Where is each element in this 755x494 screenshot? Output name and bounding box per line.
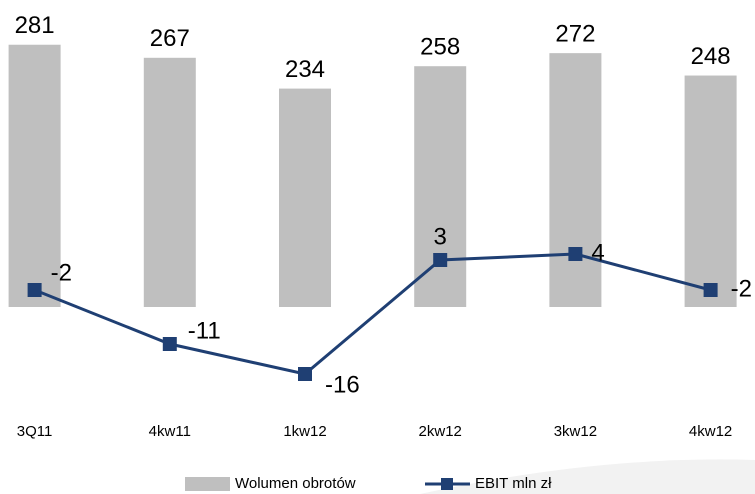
data-label: 248 <box>691 43 731 70</box>
bar <box>8 44 61 307</box>
marker <box>703 283 718 297</box>
x-tick-label: 4kw11 <box>149 423 191 440</box>
x-tick-label: 3Q11 <box>17 423 53 440</box>
marker <box>27 283 42 297</box>
data-label: 3 <box>434 223 447 250</box>
legend-label: Wolumen obrotów <box>235 475 356 492</box>
bar <box>143 57 196 307</box>
bar <box>279 88 331 307</box>
bar <box>684 75 737 308</box>
marker <box>162 337 177 351</box>
legend-swatch <box>441 478 453 490</box>
legend-label: EBIT mln zł <box>475 475 552 492</box>
marker <box>298 367 312 381</box>
data-label: 258 <box>420 34 460 61</box>
data-label: -16 <box>325 371 360 398</box>
x-tick-label: 3kw12 <box>554 423 597 440</box>
data-label: -2 <box>731 275 752 302</box>
data-label: 272 <box>555 20 595 47</box>
bar <box>549 53 602 308</box>
data-label: -11 <box>188 317 221 344</box>
data-label: -2 <box>51 259 72 286</box>
marker <box>568 247 583 261</box>
data-label: 4 <box>591 239 604 266</box>
data-label: 267 <box>150 25 190 52</box>
marker <box>433 253 448 267</box>
bar <box>414 66 467 307</box>
legend-swatch <box>185 477 230 491</box>
x-tick-label: 2kw12 <box>419 423 462 440</box>
line <box>34 252 711 376</box>
x-tick-label: 1kw12 <box>283 423 326 440</box>
data-label: 281 <box>15 12 55 39</box>
data-label: 234 <box>285 56 325 83</box>
background-swoosh <box>420 459 755 494</box>
x-tick-label: 4kw12 <box>689 423 732 440</box>
